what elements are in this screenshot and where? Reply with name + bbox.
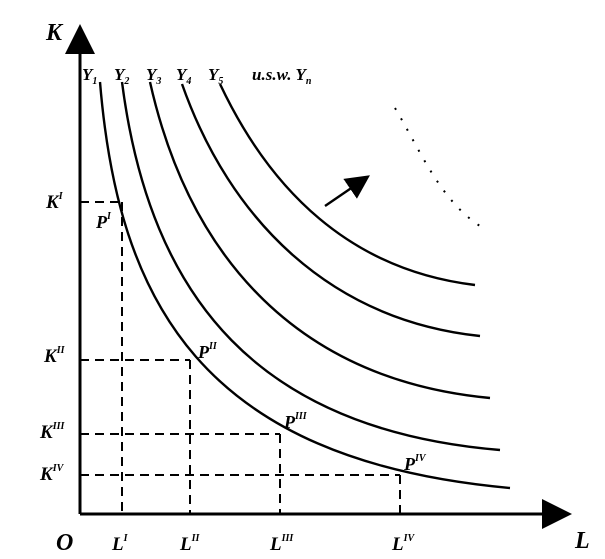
- isoquant-y1: [98, 81, 511, 490]
- label-y5: Y5: [208, 65, 223, 87]
- curve-labels: Y1 Y2 Y3 Y4 Y5 u.s.w. Yn: [82, 65, 312, 87]
- guide-lines: [80, 201, 401, 514]
- label-k2: KII: [43, 345, 66, 367]
- isoquant-y3: [148, 81, 491, 400]
- label-k1: KI: [45, 191, 64, 213]
- label-p3: PIII: [283, 411, 308, 432]
- isoquant-y5: [218, 83, 476, 287]
- label-l3: LIII: [269, 533, 294, 555]
- label-p2: PII: [197, 341, 218, 362]
- label-k3: KIII: [39, 421, 65, 443]
- k-axis-label: K: [45, 20, 64, 46]
- label-y2: Y2: [114, 65, 129, 87]
- shift-arrow: [324, 175, 370, 207]
- isoquant-yn-dotted: [394, 107, 481, 227]
- label-yn: u.s.w. Yn: [252, 65, 312, 87]
- label-l1: LI: [111, 533, 129, 555]
- label-y4: Y4: [176, 65, 191, 87]
- label-k4: KIV: [39, 463, 65, 485]
- isoquant-y4: [180, 83, 481, 338]
- label-l4: LIV: [391, 533, 416, 555]
- l-axis-label: L: [574, 528, 590, 554]
- label-p4: PIV: [403, 453, 427, 474]
- label-p1: PI: [95, 211, 112, 232]
- origin-label: O: [56, 530, 73, 556]
- isoquant-y2: [120, 81, 501, 452]
- label-y3: Y3: [146, 65, 161, 87]
- label-y1: Y1: [82, 65, 97, 87]
- label-l2: LII: [179, 533, 201, 555]
